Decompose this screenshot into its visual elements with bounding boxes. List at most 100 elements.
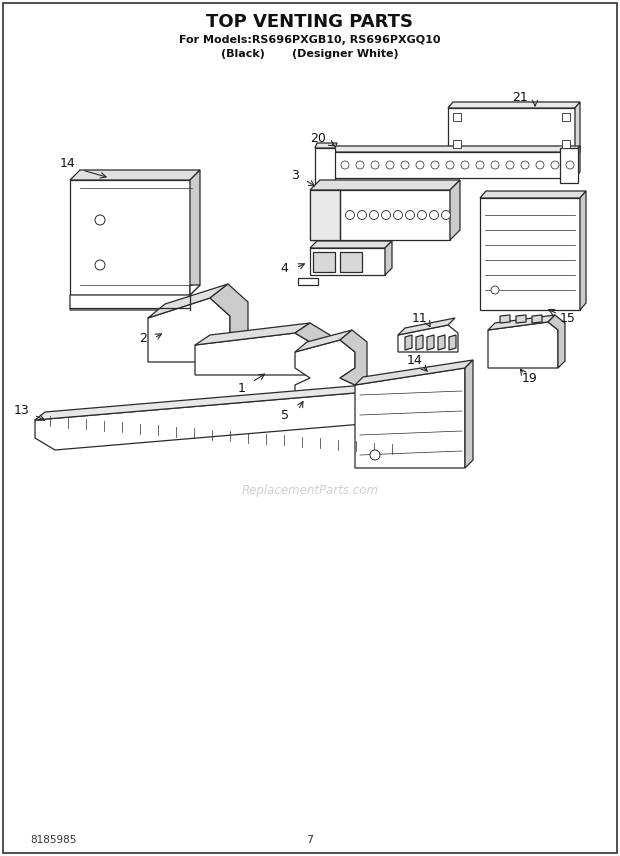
Circle shape (430, 211, 438, 219)
Polygon shape (385, 241, 392, 275)
Polygon shape (388, 374, 418, 436)
Polygon shape (298, 278, 318, 285)
Circle shape (345, 211, 355, 219)
Polygon shape (70, 170, 200, 180)
Circle shape (431, 161, 439, 169)
Circle shape (417, 211, 427, 219)
Text: 19: 19 (522, 372, 538, 384)
Polygon shape (448, 108, 575, 158)
Circle shape (370, 450, 380, 460)
Text: 20: 20 (310, 132, 326, 145)
Text: 13: 13 (14, 403, 30, 417)
Polygon shape (398, 325, 458, 352)
Bar (562, 140, 570, 148)
Polygon shape (310, 180, 460, 190)
Circle shape (566, 161, 574, 169)
Polygon shape (575, 102, 580, 158)
Polygon shape (330, 146, 580, 152)
Circle shape (536, 161, 544, 169)
Text: 4: 4 (280, 261, 288, 275)
Circle shape (521, 161, 529, 169)
Polygon shape (310, 190, 340, 240)
Circle shape (370, 211, 378, 219)
Polygon shape (500, 315, 510, 323)
Circle shape (356, 161, 364, 169)
Text: 7: 7 (306, 835, 314, 845)
Bar (453, 140, 461, 148)
Text: 21: 21 (512, 91, 528, 104)
Circle shape (446, 161, 454, 169)
Polygon shape (480, 191, 586, 198)
Polygon shape (480, 198, 580, 310)
Polygon shape (465, 360, 473, 468)
Polygon shape (532, 315, 542, 323)
Circle shape (461, 161, 469, 169)
Polygon shape (295, 323, 330, 375)
Text: 15: 15 (560, 312, 576, 324)
Polygon shape (210, 284, 248, 362)
Circle shape (358, 211, 366, 219)
Text: 14: 14 (60, 157, 76, 169)
Polygon shape (488, 315, 555, 330)
Polygon shape (488, 322, 558, 368)
Text: TOP VENTING PARTS: TOP VENTING PARTS (206, 13, 414, 31)
Circle shape (386, 161, 394, 169)
Polygon shape (355, 368, 465, 468)
Polygon shape (355, 360, 473, 385)
Text: ReplacementParts.com: ReplacementParts.com (242, 484, 378, 496)
Polygon shape (315, 143, 337, 148)
Polygon shape (580, 191, 586, 310)
Polygon shape (560, 148, 578, 183)
Polygon shape (195, 333, 315, 375)
Polygon shape (427, 335, 434, 350)
Polygon shape (310, 190, 450, 240)
Polygon shape (310, 241, 392, 248)
Polygon shape (35, 382, 400, 420)
Text: 5: 5 (281, 408, 289, 421)
Polygon shape (313, 252, 335, 272)
Polygon shape (295, 330, 352, 352)
Polygon shape (448, 102, 580, 108)
Polygon shape (405, 335, 412, 350)
Circle shape (381, 211, 391, 219)
Polygon shape (575, 146, 580, 178)
Circle shape (371, 161, 379, 169)
Circle shape (95, 215, 105, 225)
Bar (562, 113, 570, 121)
Polygon shape (548, 315, 565, 368)
Polygon shape (330, 152, 575, 178)
Polygon shape (438, 335, 445, 350)
Polygon shape (516, 315, 526, 323)
Polygon shape (70, 180, 190, 295)
Circle shape (441, 211, 451, 219)
Text: 3: 3 (291, 169, 299, 181)
Text: 1: 1 (238, 382, 246, 395)
Polygon shape (190, 170, 200, 295)
Polygon shape (450, 180, 460, 240)
Polygon shape (35, 390, 410, 450)
Circle shape (405, 211, 415, 219)
Polygon shape (148, 298, 230, 362)
Text: 14: 14 (407, 354, 423, 366)
Bar (453, 113, 461, 121)
Polygon shape (148, 284, 228, 318)
Text: 11: 11 (412, 312, 428, 324)
Circle shape (401, 161, 409, 169)
Polygon shape (315, 148, 335, 183)
Circle shape (416, 161, 424, 169)
Circle shape (341, 161, 349, 169)
Text: (Black)       (Designer White): (Black) (Designer White) (221, 49, 399, 59)
Circle shape (476, 161, 484, 169)
Text: 8185985: 8185985 (30, 835, 76, 845)
Polygon shape (416, 335, 423, 350)
Polygon shape (195, 323, 310, 345)
Polygon shape (295, 340, 355, 412)
Circle shape (491, 161, 499, 169)
Circle shape (491, 286, 499, 294)
Polygon shape (398, 318, 455, 335)
Text: 2: 2 (139, 331, 147, 344)
Circle shape (394, 211, 402, 219)
Circle shape (95, 260, 105, 270)
Polygon shape (449, 335, 456, 350)
Polygon shape (340, 252, 362, 272)
